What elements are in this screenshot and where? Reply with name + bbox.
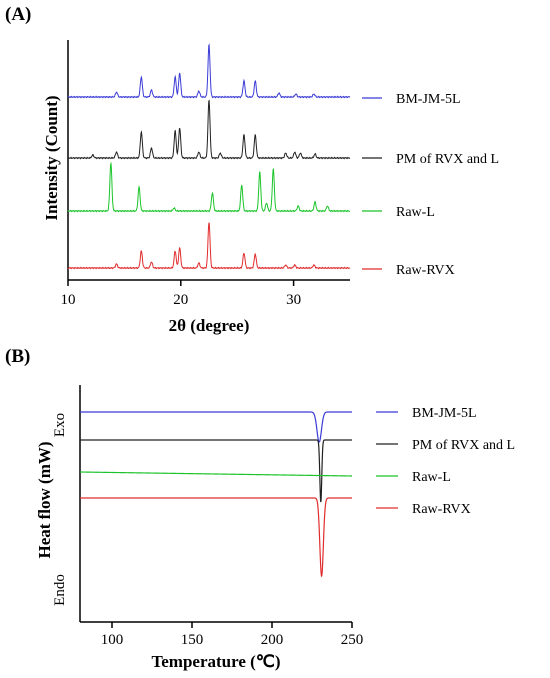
- xrd-plot-area: [67, 40, 351, 286]
- dsc-legend-label: PM of RVX and L: [412, 438, 515, 453]
- dsc-y-axis-title: Heat flow (mW): [35, 441, 54, 558]
- xrd-x-axis-title: 2θ (degree): [169, 316, 250, 335]
- xrd-series-line-bm-jm-5l: [67, 43, 351, 99]
- dsc-endo-label: Endo: [52, 574, 68, 606]
- dsc-legend-label: Raw-RVX: [412, 502, 471, 517]
- xrd-legend-label: Raw-RVX: [396, 263, 455, 278]
- dsc-legend-label: BM-JM-5L: [412, 406, 477, 421]
- dsc-x-tick-label: 100: [101, 632, 124, 648]
- dsc-x-tick-label: 200: [261, 632, 284, 648]
- xrd-x-tick-label: 30: [286, 292, 301, 308]
- xrd-y-axis-title: Intensity (Count): [42, 95, 61, 220]
- xrd-x-tick-label: 10: [61, 292, 76, 308]
- panel-a-label: (A): [5, 4, 31, 25]
- dsc-x-axis-title: Temperature (℃): [151, 652, 280, 671]
- dsc-series-line-raw-l: [80, 471, 352, 477]
- dsc-series-line-raw-rvx: [80, 497, 352, 578]
- xrd-legend-label: Raw-L: [396, 205, 435, 220]
- dsc-x-tick-label: 150: [181, 632, 204, 648]
- xrd-x-tick-label: 20: [173, 292, 188, 308]
- xrd-legend-label: PM of RVX and L: [396, 152, 499, 167]
- xrd-legend-label: BM-JM-5L: [396, 92, 461, 107]
- panel-b-label: (B): [5, 346, 30, 367]
- dsc-exo-label: Exo: [52, 413, 68, 437]
- dsc-series-line-bm-jm-5l: [80, 411, 352, 443]
- xrd-series-line-raw-l: [67, 161, 351, 213]
- xrd-series-line-raw-rvx: [67, 222, 351, 270]
- dsc-plot-area: [79, 385, 353, 628]
- dsc-series-line-pm-of-rvx-and-l: [80, 439, 352, 503]
- dsc-x-tick-label: 250: [341, 632, 364, 648]
- dsc-legend-label: Raw-L: [412, 470, 451, 485]
- xrd-series-line-pm-of-rvx-and-l: [67, 99, 351, 160]
